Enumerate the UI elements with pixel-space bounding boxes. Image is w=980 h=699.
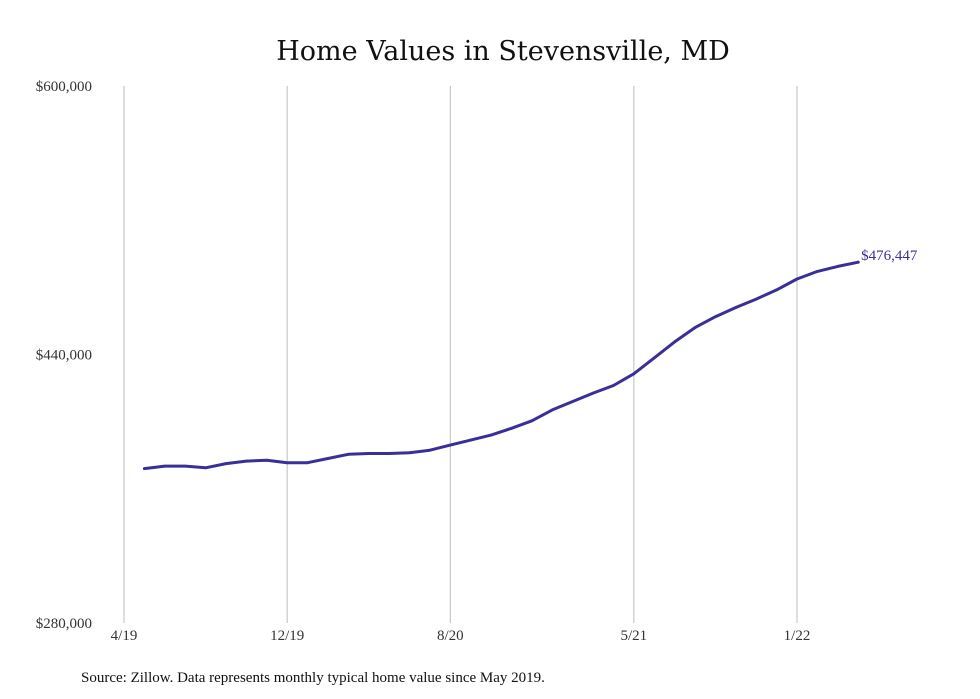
data-point xyxy=(754,297,758,301)
data-point xyxy=(550,408,554,412)
data-point xyxy=(856,260,860,264)
x-axis-ticks: 4/19 12/19 8/20 5/21 1/22 xyxy=(111,628,811,644)
data-point xyxy=(775,288,779,292)
data-point xyxy=(142,467,146,471)
data-point xyxy=(448,443,452,447)
series-layer: $476,447 xyxy=(142,248,918,471)
y-axis-ticks: $280,000 $440,000 $600,000 xyxy=(36,79,92,632)
data-point xyxy=(408,451,411,455)
data-point xyxy=(836,264,840,268)
y-tick-label: $600,000 xyxy=(36,79,92,95)
data-point xyxy=(815,270,819,273)
data-point xyxy=(387,452,391,455)
data-point xyxy=(612,384,615,387)
data-point xyxy=(591,391,595,395)
end-value-label: $476,447 xyxy=(861,248,918,264)
data-point xyxy=(632,372,636,376)
gridlines xyxy=(123,86,798,623)
data-point xyxy=(734,306,738,309)
data-point xyxy=(285,461,289,465)
data-point xyxy=(673,340,677,344)
data-point xyxy=(530,419,534,423)
data-point xyxy=(489,433,493,437)
data-point xyxy=(714,315,717,319)
data-point xyxy=(571,400,575,403)
y-tick-label: $440,000 xyxy=(36,348,92,364)
data-point xyxy=(469,438,473,442)
x-tick-label: 12/19 xyxy=(270,628,304,644)
data-point xyxy=(163,464,167,468)
data-point xyxy=(224,462,228,465)
data-point xyxy=(346,452,350,456)
home-value-line xyxy=(142,260,860,471)
chart-title: Home Values in Stevensville, MD xyxy=(276,36,730,67)
x-tick-label: 8/20 xyxy=(437,628,464,644)
data-point xyxy=(306,461,309,465)
data-point xyxy=(693,326,697,330)
x-tick-label: 5/21 xyxy=(621,628,648,644)
data-point xyxy=(183,464,187,468)
data-point xyxy=(428,448,432,452)
x-tick-label: 1/22 xyxy=(784,628,811,644)
data-point xyxy=(244,459,248,463)
data-point xyxy=(367,452,371,455)
data-point xyxy=(652,356,656,360)
data-point xyxy=(795,277,799,281)
x-tick-label: 4/19 xyxy=(111,628,138,644)
data-point xyxy=(510,426,513,430)
data-point xyxy=(265,458,269,462)
data-point xyxy=(326,457,330,460)
y-tick-label: $280,000 xyxy=(36,616,92,632)
data-point xyxy=(204,466,207,470)
source-note: Source: Zillow. Data represents monthly … xyxy=(81,670,545,686)
